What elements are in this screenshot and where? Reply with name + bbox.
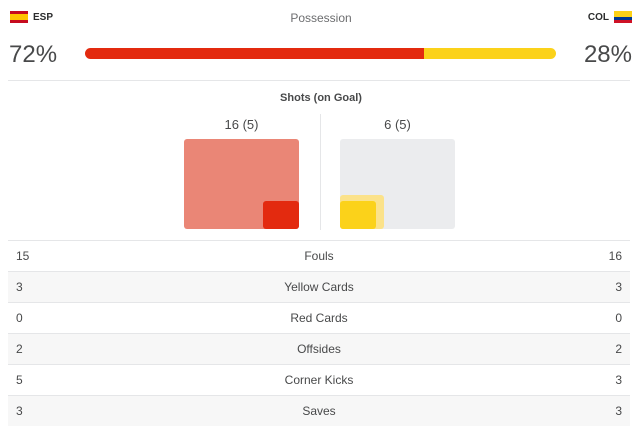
- home-possession-pct: 72%: [9, 41, 58, 68]
- possession-title: Possession: [290, 11, 352, 25]
- stat-row-saves: 3 Saves 3: [8, 395, 630, 426]
- stat-label: Red Cards: [290, 311, 348, 325]
- home-shots-label: 16 (5): [224, 117, 259, 132]
- stat-home-value: 0: [16, 311, 23, 325]
- stat-away-value: 3: [615, 280, 622, 294]
- stat-row-red-cards: 0 Red Cards 0: [8, 302, 630, 333]
- stat-row-yellow-cards: 3 Yellow Cards 3: [8, 271, 630, 302]
- stat-label: Offsides: [297, 342, 341, 356]
- possession-bar-home: [85, 48, 425, 59]
- stat-row-fouls: 15 Fouls 16: [8, 240, 630, 271]
- stat-home-value: 5: [16, 373, 23, 387]
- stat-home-value: 15: [16, 249, 30, 263]
- away-possession-pct: 28%: [583, 41, 632, 68]
- home-shots-on-goal-box: [263, 201, 299, 229]
- stat-home-value: 3: [16, 404, 23, 418]
- home-team: ESP: [10, 11, 53, 23]
- stat-away-value: 3: [615, 404, 622, 418]
- possession-bar: [85, 48, 556, 59]
- possession-bar-away: [424, 48, 556, 59]
- stat-away-value: 16: [608, 249, 622, 263]
- away-team: COL: [588, 11, 632, 23]
- stat-home-value: 2: [16, 342, 23, 356]
- section-divider: [8, 80, 630, 81]
- stat-home-value: 3: [16, 280, 23, 294]
- stat-label: Fouls: [304, 249, 334, 263]
- spain-flag-icon: [10, 11, 28, 23]
- stat-row-offsides: 2 Offsides 2: [8, 333, 630, 364]
- away-shots-label: 6 (5): [384, 117, 411, 132]
- away-team-abbr: COL: [587, 11, 609, 23]
- colombia-flag-icon: [614, 11, 632, 23]
- stat-label: Corner Kicks: [284, 373, 354, 387]
- stat-label: Yellow Cards: [284, 280, 354, 294]
- shots-separator: [320, 114, 321, 230]
- shots-title: Shots (on Goal): [280, 92, 362, 104]
- stats-table: 15 Fouls 16 3 Yellow Cards 3 0 Red Cards…: [8, 240, 630, 426]
- stat-away-value: 0: [615, 311, 622, 325]
- stat-label: Saves: [302, 404, 336, 418]
- stat-row-corner-kicks: 5 Corner Kicks 3: [8, 364, 630, 395]
- home-team-abbr: ESP: [33, 11, 54, 23]
- away-shots-on-goal-box: [340, 201, 376, 229]
- stat-away-value: 3: [615, 373, 622, 387]
- stat-away-value: 2: [615, 342, 622, 356]
